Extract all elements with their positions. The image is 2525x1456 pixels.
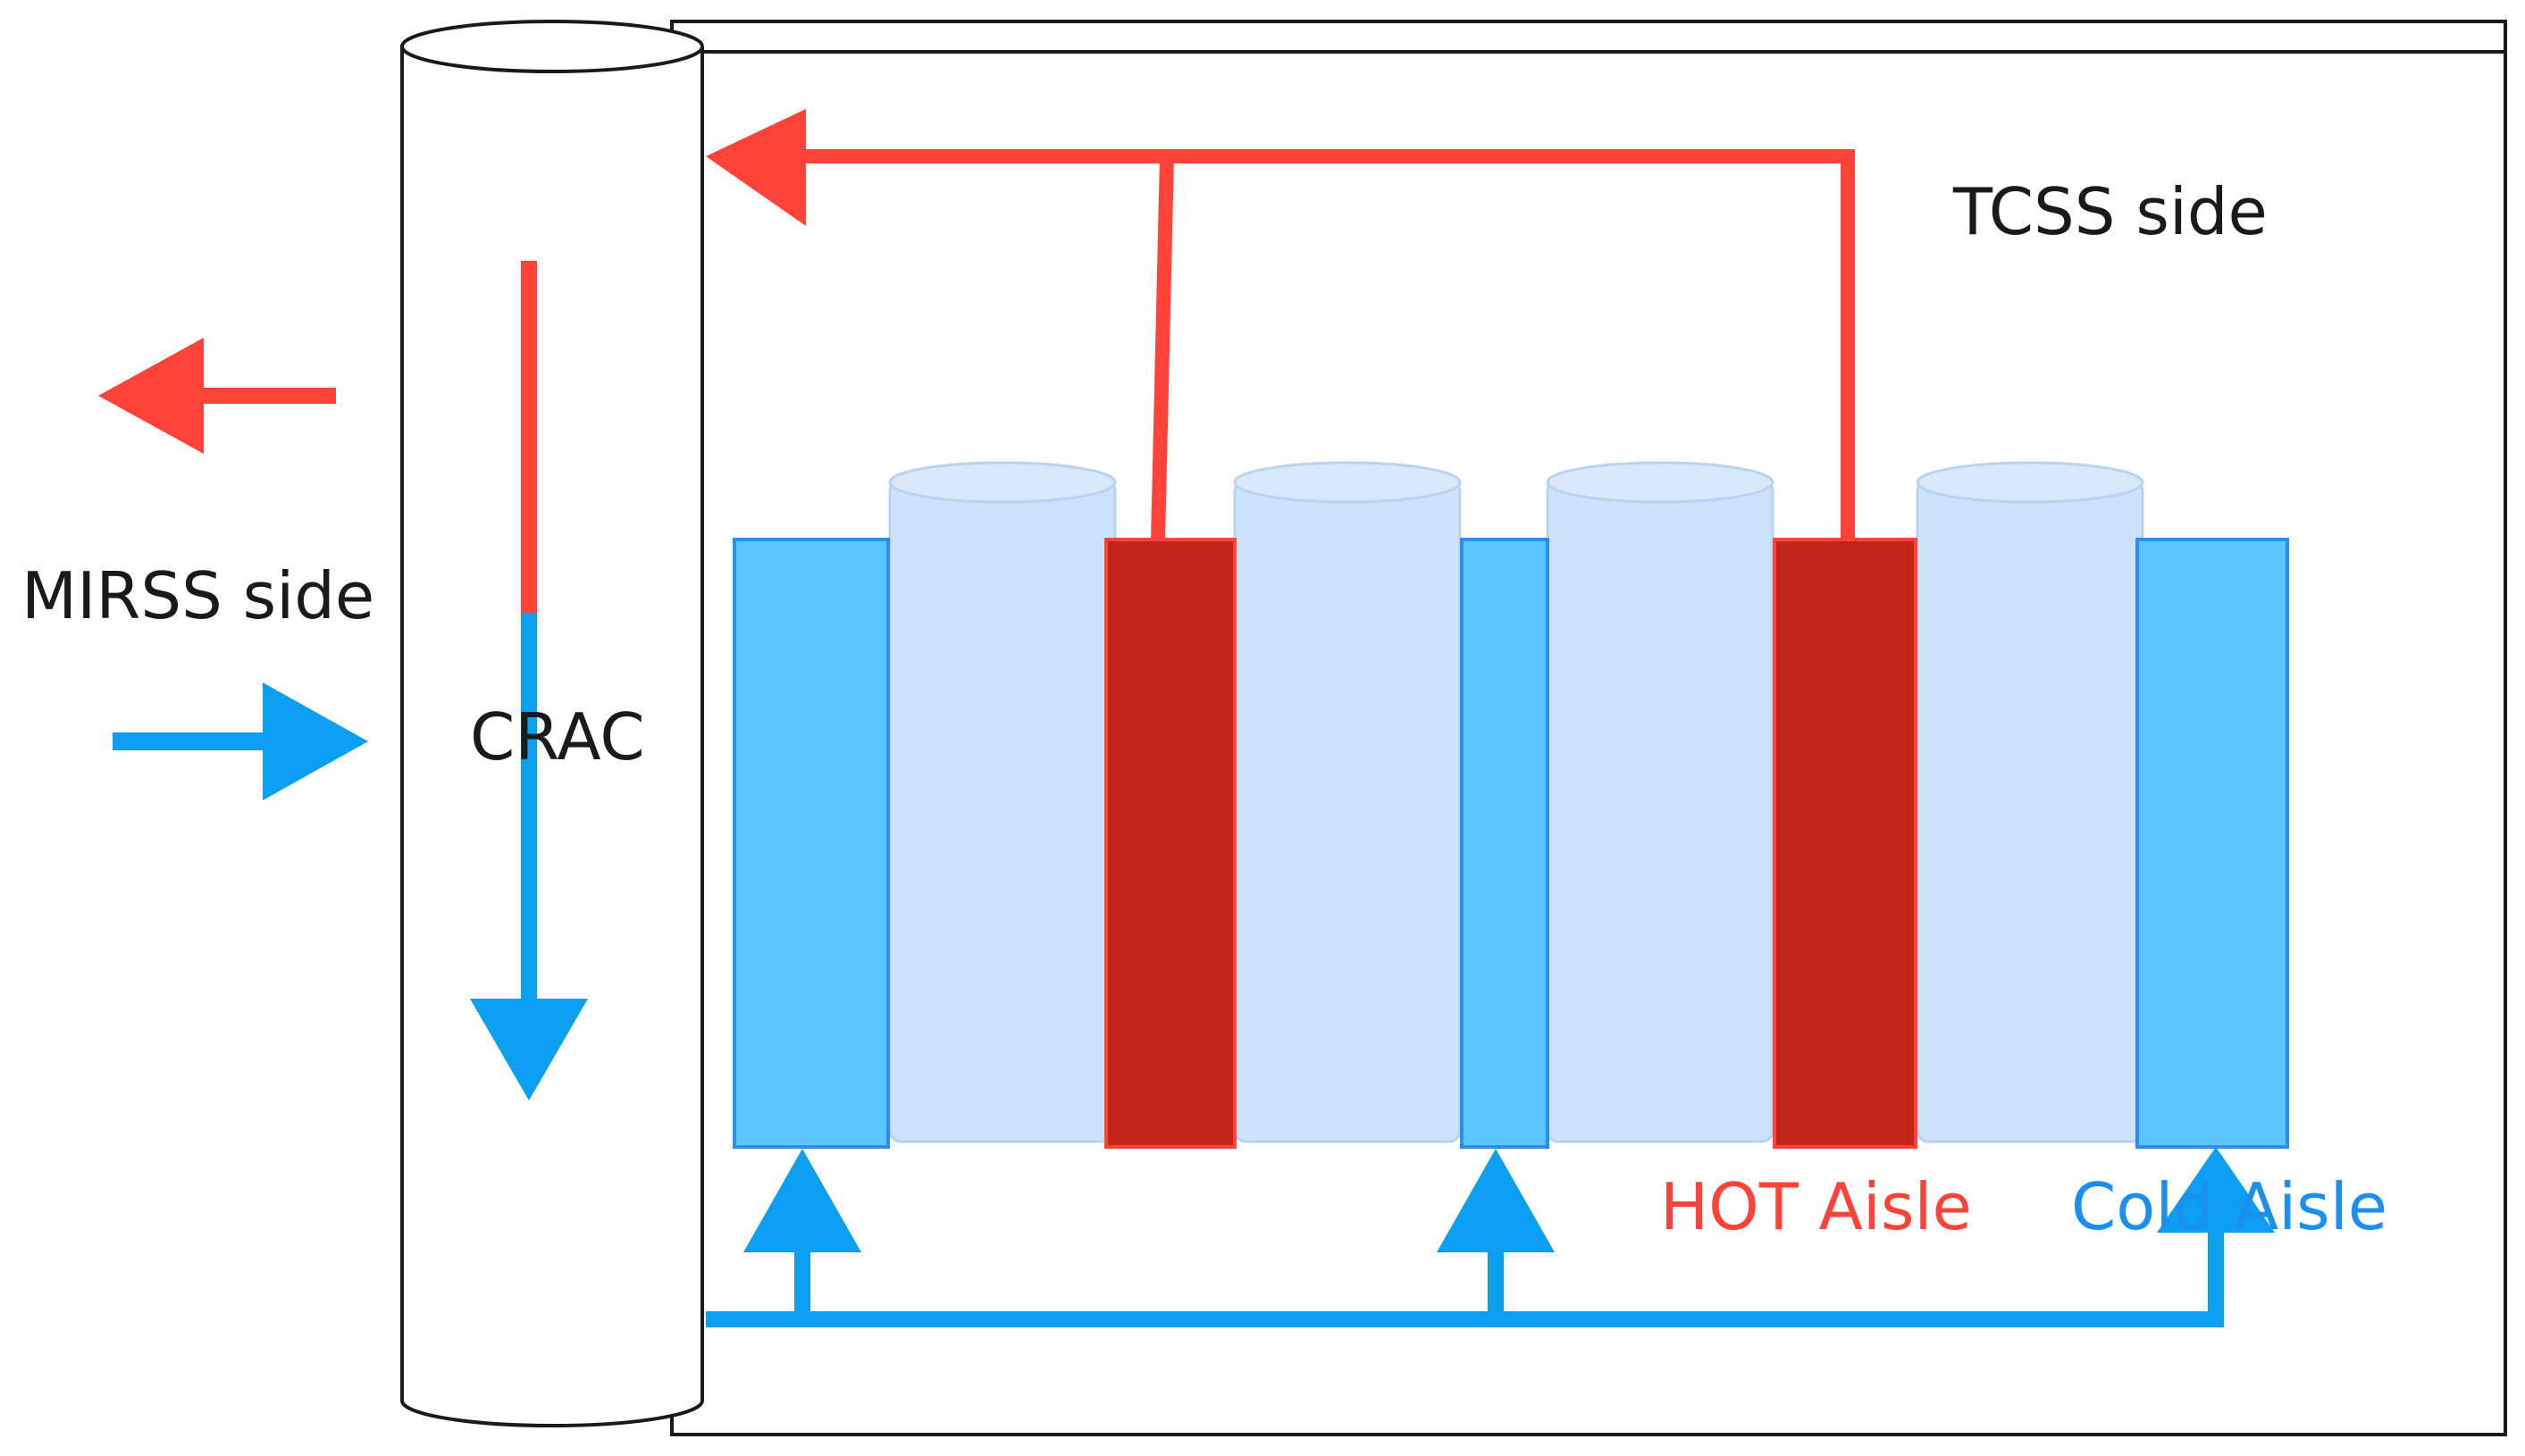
cold-aisle-label: Cold Aisle — [2071, 1169, 2387, 1244]
cold-duct-main — [706, 1215, 2224, 1327]
crac-unit — [400, 20, 704, 1427]
tcss-side-label: TCSS side — [1952, 174, 2268, 249]
rack-4-top — [1916, 461, 2144, 504]
cold-supply-arrowheads — [743, 1147, 2275, 1252]
rack-3-top — [1546, 461, 1774, 504]
cold-aisle-2 — [1460, 538, 1549, 1149]
rack-1 — [888, 479, 1117, 1143]
hot-return-ducts — [779, 149, 1855, 542]
hot-return-arrowhead — [706, 109, 806, 226]
hot-aisle-1 — [1104, 538, 1237, 1149]
intake-arrowhead — [263, 682, 368, 800]
rack-2 — [1233, 479, 1462, 1143]
crac-label: CRAC — [470, 699, 645, 774]
rack-1-top — [888, 461, 1117, 504]
crac-down-arrowhead — [470, 999, 588, 1100]
crac-top — [400, 20, 704, 73]
cold-aisles — [733, 538, 2289, 1149]
mirss-side-label: MIRSS side — [21, 558, 374, 633]
cold-arrowhead-3 — [2157, 1147, 2275, 1233]
server-racks — [888, 461, 2144, 1143]
hot-duct-main — [779, 149, 1855, 541]
cold-aisle-1 — [733, 538, 890, 1149]
cold-aisle-3 — [2135, 538, 2289, 1149]
hot-aisle-2 — [1773, 538, 1917, 1149]
cold-supply-ducts — [706, 1215, 2224, 1327]
rack-3 — [1546, 479, 1774, 1143]
hot-aisles — [1104, 538, 1917, 1149]
cold-arrowhead-1 — [743, 1149, 861, 1252]
rack-2-top — [1233, 461, 1462, 504]
crac-body — [400, 46, 704, 1427]
hot-aisle-label: HOT Aisle — [1660, 1169, 1972, 1244]
hot-duct-branch — [1151, 155, 1174, 542]
exhaust-arrowhead — [98, 338, 204, 454]
rack-4 — [1916, 479, 2144, 1143]
cold-arrowhead-2 — [1437, 1149, 1555, 1252]
